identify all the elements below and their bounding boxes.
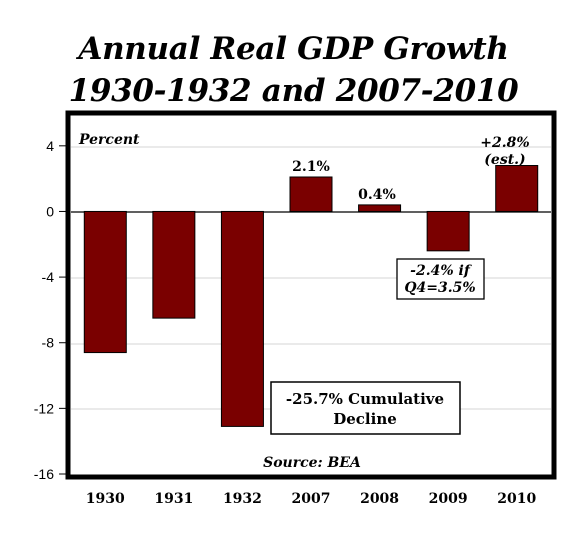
x-tick-label-1931: 1931 — [154, 491, 193, 507]
bar-1932 — [220, 210, 264, 427]
bar-2009 — [426, 210, 470, 252]
x-tick-label-1930: 1930 — [86, 491, 125, 507]
source-note: Source: BEA — [263, 455, 361, 471]
cumulative-annotation-line-2: Decline — [333, 410, 397, 428]
data-label-2010-est: (est.) — [484, 152, 525, 168]
bar-1931 — [152, 210, 196, 319]
chart-title-line-1: Annual Real GDP Growth — [78, 31, 509, 67]
data-label-2007: 2.1% — [292, 159, 330, 175]
cumulative-annotation-box — [270, 381, 461, 435]
q4-annotation-box — [396, 258, 485, 300]
chart-title-line-2: 1930-1932 and 2007-2010 — [68, 73, 519, 109]
y-axis-unit-label: Percent — [78, 132, 140, 148]
cumulative-annotation-line-1: -25.7% Cumulative — [286, 390, 444, 408]
x-tick-label-1932: 1932 — [223, 491, 262, 507]
y-tick-label: 0 — [46, 203, 54, 219]
data-label-2010-value: +2.8% — [480, 135, 529, 151]
q4-annotation-line-1: -2.4% if — [410, 263, 473, 279]
data-label-2008: 0.4% — [358, 187, 396, 203]
y-tick-label: -4 — [42, 269, 55, 285]
bar-2010 — [495, 165, 539, 212]
x-tick-label-2008: 2008 — [360, 491, 399, 507]
x-tick-label-2010: 2010 — [497, 491, 536, 507]
q4-annotation-line-2: Q4=3.5% — [404, 280, 475, 296]
bar-2008 — [358, 204, 402, 212]
y-tick-label: -8 — [42, 335, 55, 351]
x-tick-label-2007: 2007 — [292, 491, 331, 507]
x-tick-label-2009: 2009 — [429, 491, 468, 507]
bar-2007 — [289, 176, 333, 212]
bar-1930 — [83, 210, 127, 354]
y-tick-label: -12 — [34, 400, 54, 416]
y-tick-label: -16 — [34, 466, 54, 482]
y-tick-label: 4 — [46, 138, 54, 154]
